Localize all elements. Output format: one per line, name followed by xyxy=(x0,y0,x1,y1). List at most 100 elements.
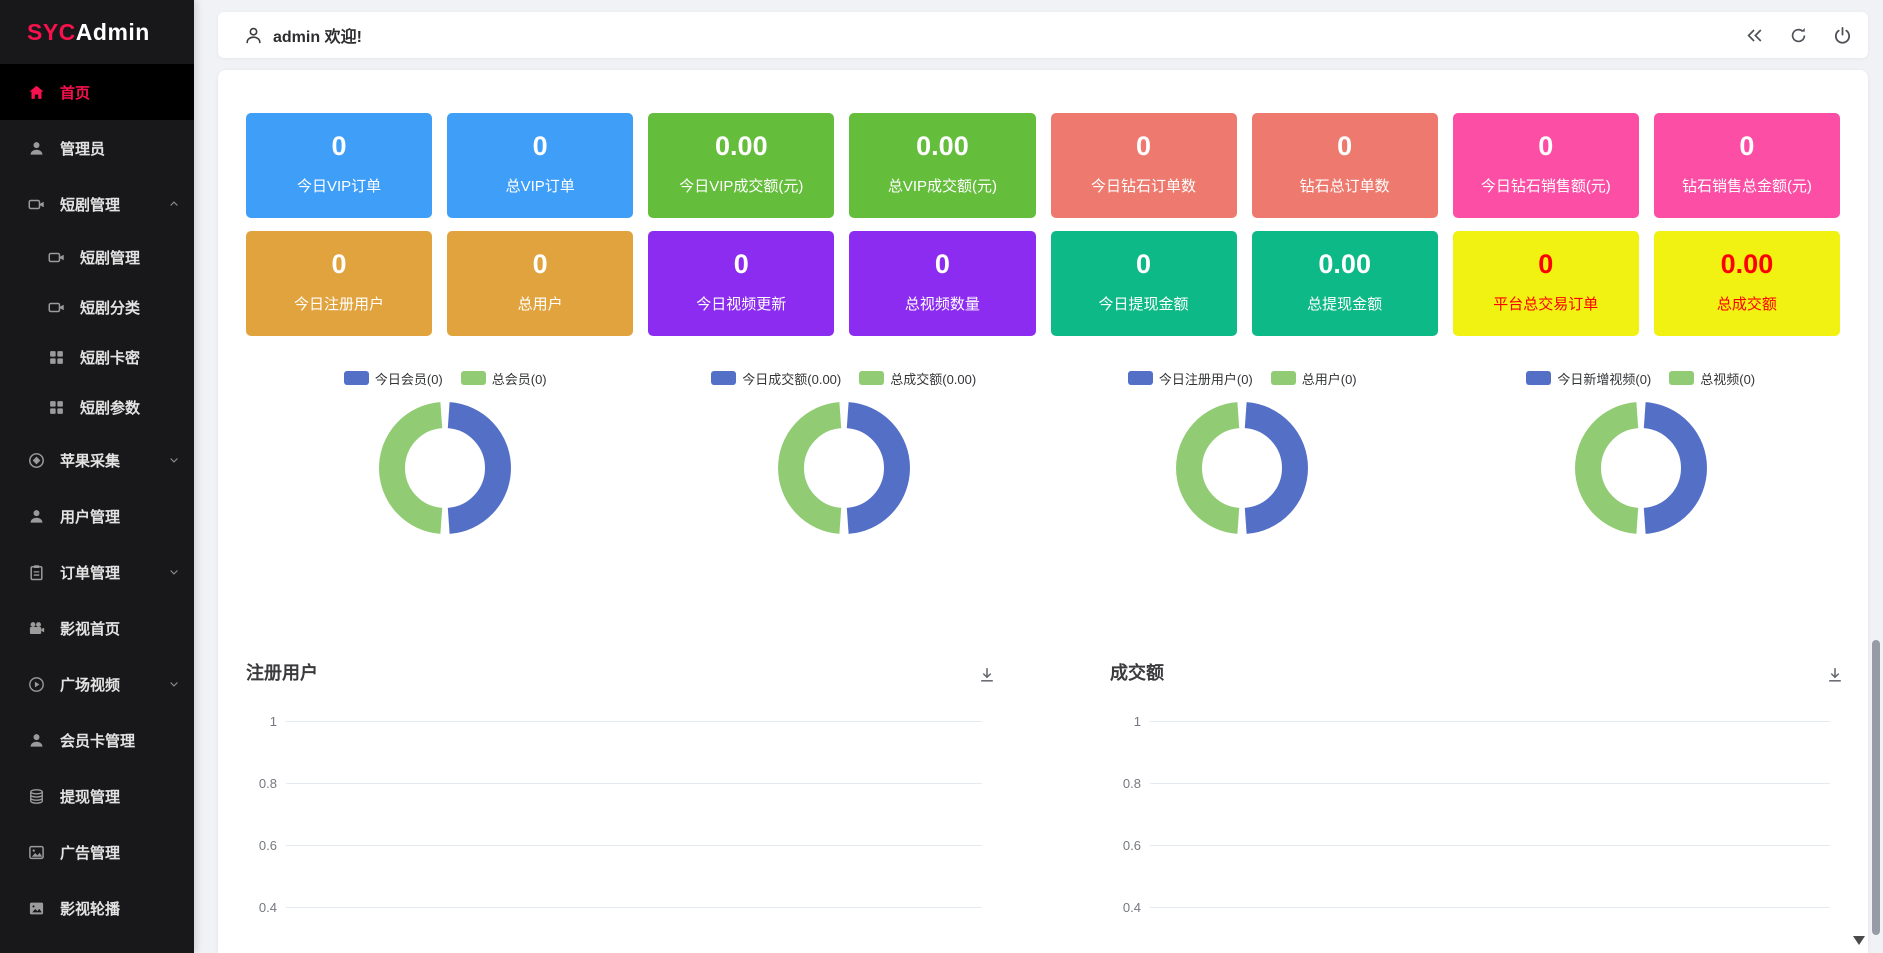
sidebar-item-withdraw-manage[interactable]: 提现管理 xyxy=(0,768,194,824)
video-icon xyxy=(48,302,64,312)
y-axis-label: 0.4 xyxy=(1122,899,1141,915)
donut-transaction-amount: 今日成交额(0.00) 总成交额(0.00) xyxy=(645,370,1044,538)
app-logo: SYC Admin xyxy=(0,0,194,64)
stat-value: 0 xyxy=(331,131,347,161)
legend-item[interactable]: 总成交额(0.00) xyxy=(859,369,976,388)
legend-item[interactable]: 今日新增视频(0) xyxy=(1526,369,1651,388)
database-icon xyxy=(30,788,43,804)
video-icon xyxy=(48,252,64,262)
stat-value: 0 xyxy=(1337,131,1353,161)
download-icon[interactable] xyxy=(1826,666,1844,684)
main-content-card: 0 今日VIP订单 0 总VIP订单 0.00 今日VIP成交额(元) 0.00… xyxy=(218,70,1868,953)
y-axis-label: 1 xyxy=(1133,713,1141,729)
gridline xyxy=(286,720,982,722)
collapse-icon[interactable] xyxy=(1745,26,1764,45)
legend-item[interactable]: 总视频(0) xyxy=(1669,369,1755,388)
vertical-scrollbar-thumb[interactable] xyxy=(1872,640,1880,935)
stat-value: 0.00 xyxy=(916,131,969,161)
chart-title: 成交额 xyxy=(1110,663,1164,683)
sidebar-item-label: 短剧卡密 xyxy=(80,349,141,367)
sidebar-item-label: 提现管理 xyxy=(60,788,121,806)
chevron-down-icon xyxy=(170,682,178,687)
legend-item[interactable]: 总会员(0) xyxy=(460,369,547,388)
home-icon xyxy=(29,85,44,99)
sidebar-item-home[interactable]: 首页 xyxy=(0,64,194,120)
donut-chart xyxy=(1574,402,1707,534)
sidebar-item-plaza-video[interactable]: 广场视频 xyxy=(0,656,194,712)
y-axis-label: 0.6 xyxy=(258,837,277,853)
chart-legend: 今日新增视频(0) 总视频(0) xyxy=(1526,369,1755,388)
axis-tick-row: 0.6 xyxy=(1110,835,1844,855)
stat-label: 总视频数量 xyxy=(904,296,980,313)
sidebar-item-apple-collect[interactable]: 苹果采集 xyxy=(0,432,194,488)
stat-card-today-vip-orders: 0 今日VIP订单 xyxy=(246,113,433,218)
legend-label: 今日新增视频(0) xyxy=(1557,371,1652,387)
sidebar-item-movie-home[interactable]: 影视首页 xyxy=(0,600,194,656)
chart-title: 注册用户 xyxy=(246,663,318,683)
stat-value: 0 xyxy=(1136,131,1152,161)
sidebar-item-shortdrama-group[interactable]: 短剧管理 xyxy=(0,176,194,232)
stat-card-total-withdraw-amount: 0.00 总提现金额 xyxy=(1251,231,1438,336)
legend-label: 总用户(0) xyxy=(1301,371,1357,387)
sidebar-item-shortdrama-category[interactable]: 短剧分类 xyxy=(0,282,194,332)
sidebar-item-admins[interactable]: 管理员 xyxy=(0,120,194,176)
sidebar-menu: 首页 管理员 短剧管理 短剧管理 短剧分类 短剧卡密 短剧参数 xyxy=(0,64,194,936)
stat-card-total-vip-orders: 0 总VIP订单 xyxy=(447,113,634,218)
axis-tick-row: 1 xyxy=(246,711,996,731)
sidebar-item-movie-carousel[interactable]: 影视轮播 xyxy=(0,880,194,936)
refresh-icon[interactable] xyxy=(1789,26,1808,45)
stat-value: 0.00 xyxy=(1720,249,1774,279)
sidebar-item-member-card[interactable]: 会员卡管理 xyxy=(0,712,194,768)
legend-swatch xyxy=(1127,371,1153,385)
stat-value: 0 xyxy=(1538,249,1554,279)
donut-charts-row: 今日会员(0) 总会员(0) 今日成交额(0.00) 总成交额(0.00) 今日… xyxy=(246,370,1840,538)
chart-legend: 今日成交额(0.00) 总成交额(0.00) xyxy=(711,369,976,388)
stat-value: 0 xyxy=(1538,131,1554,161)
sidebar-item-shortdrama-cardkey[interactable]: 短剧卡密 xyxy=(0,332,194,382)
stat-card-today-registered-users: 0 今日注册用户 xyxy=(246,231,433,336)
gridline xyxy=(286,844,982,846)
legend-item[interactable]: 总用户(0) xyxy=(1270,369,1357,388)
sidebar-item-order-manage[interactable]: 订单管理 xyxy=(0,544,194,600)
legend-item[interactable]: 今日注册用户(0) xyxy=(1127,369,1253,388)
scroll-down-arrow-icon[interactable] xyxy=(1853,936,1865,945)
user-icon xyxy=(30,141,43,155)
sidebar-item-shortdrama-params[interactable]: 短剧参数 xyxy=(0,382,194,432)
legend-label: 今日注册用户(0) xyxy=(1158,371,1253,387)
stat-card-total-diamond-sales: 0 钻石销售总金额(元) xyxy=(1653,113,1840,218)
grid-icon xyxy=(50,350,63,364)
stat-value: 0 xyxy=(1136,249,1152,279)
image-icon xyxy=(29,845,44,859)
power-icon[interactable] xyxy=(1833,26,1852,45)
legend-item[interactable]: 今日会员(0) xyxy=(343,369,443,388)
stat-card-today-withdraw-amount: 0 今日提现金额 xyxy=(1050,231,1237,336)
chevron-up-icon xyxy=(170,201,178,206)
chart-legend: 今日注册用户(0) 总用户(0) xyxy=(1127,369,1357,388)
video-icon xyxy=(28,199,44,209)
legend-swatch xyxy=(711,371,737,385)
sidebar-item-ad-manage[interactable]: 广告管理 xyxy=(0,824,194,880)
gridline xyxy=(1150,720,1830,722)
download-icon[interactable] xyxy=(978,666,996,684)
donut-segment-blue xyxy=(1244,402,1309,534)
stat-card-total-diamond-orders: 0 钻石总订单数 xyxy=(1251,113,1438,218)
sidebar-item-shortdrama-manage[interactable]: 短剧管理 xyxy=(0,232,194,282)
donut-registered-users: 今日注册用户(0) 总用户(0) xyxy=(1043,370,1442,538)
legend-label: 总会员(0) xyxy=(491,371,547,387)
stat-label: 今日VIP成交额(元) xyxy=(679,178,804,195)
grid-icon xyxy=(50,400,63,414)
sidebar-item-user-manage[interactable]: 用户管理 xyxy=(0,488,194,544)
donut-chart xyxy=(777,402,910,534)
legend-item[interactable]: 今日成交额(0.00) xyxy=(711,369,841,388)
stat-card-today-video-updates: 0 今日视频更新 xyxy=(648,231,835,336)
gridline xyxy=(286,782,982,784)
stat-label: 今日钻石销售额(元) xyxy=(1480,178,1611,195)
sidebar: SYC Admin 首页 管理员 短剧管理 短剧管理 短剧分类 短剧卡密 xyxy=(0,0,194,953)
sidebar-item-label: 影视轮播 xyxy=(60,900,121,918)
sidebar-item-label: 会员卡管理 xyxy=(60,732,136,750)
donut-segment-green xyxy=(1574,402,1639,534)
y-axis-label: 0.4 xyxy=(258,899,277,915)
stat-label: 今日提现金额 xyxy=(1098,296,1189,313)
chart-header: 注册用户 xyxy=(246,650,996,685)
donut-segment-green xyxy=(777,402,842,534)
